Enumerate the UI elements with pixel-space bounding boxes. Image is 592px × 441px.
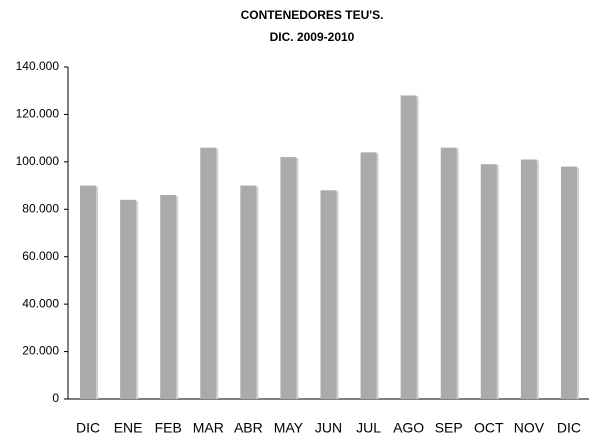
bar: [280, 157, 297, 399]
bar: [200, 147, 217, 399]
chart-title: CONTENEDORES TEU'S.: [241, 8, 384, 22]
bar: [560, 166, 577, 399]
bar: [520, 159, 537, 399]
bar: [480, 164, 497, 399]
bar: [360, 152, 377, 399]
x-tick-label: MAR: [193, 420, 224, 436]
y-tick-label: 140.000: [16, 59, 60, 73]
y-tick-label: 80.000: [22, 201, 59, 215]
x-tick-label: SEP: [435, 420, 463, 436]
x-tick-label: MAY: [274, 420, 304, 436]
bar: [120, 199, 137, 399]
y-tick-label: 120.000: [16, 107, 60, 121]
x-tick-label: DIC: [76, 420, 100, 436]
y-tick-label: 60.000: [22, 249, 59, 263]
x-tick-label: FEB: [155, 420, 182, 436]
x-tick-label: JUN: [315, 420, 342, 436]
x-tick-label: ENE: [114, 420, 143, 436]
bar: [240, 185, 257, 399]
bar: [440, 147, 457, 399]
x-tick-label: AGO: [393, 420, 424, 436]
bar: [400, 95, 417, 399]
chart-subtitle: DIC. 2009-2010: [270, 30, 355, 44]
y-tick-label: 40.000: [22, 296, 59, 310]
bar: [80, 185, 97, 399]
bar: [320, 190, 337, 399]
y-tick-label: 20.000: [22, 344, 59, 358]
x-tick-label: ABR: [234, 420, 263, 436]
y-tick-label: 100.000: [16, 154, 60, 168]
x-tick-label: JUL: [356, 420, 381, 436]
bar: [160, 195, 177, 399]
y-tick-label: 0: [52, 391, 59, 405]
x-tick-label: OCT: [474, 420, 504, 436]
x-tick-label: DIC: [557, 420, 581, 436]
x-tick-label: NOV: [514, 420, 545, 436]
